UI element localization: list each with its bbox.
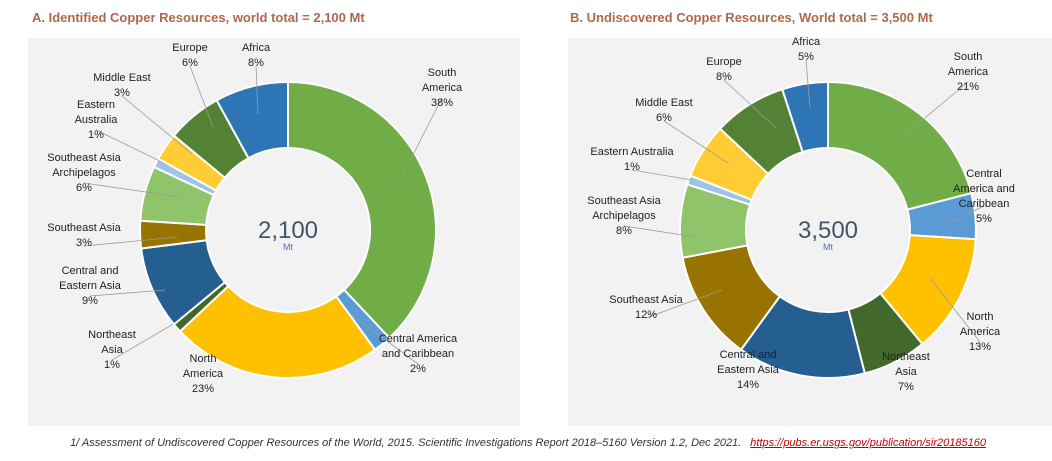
center-unit-identified: Mt (283, 242, 293, 252)
leader-line-identified-africa (255, 65, 259, 115)
chart-panel-identified: A. Identified Copper Resources, world to… (0, 0, 520, 430)
source-footnote: 1/ Assessment of Undiscovered Copper Res… (8, 437, 1048, 449)
leader-line-undiscovered-central-america-and-caribbean (939, 205, 985, 229)
data-label-identified-central-and-eastern-asia: Central and Eastern Asia 9% (59, 265, 122, 307)
data-label-identified-south-america: South America 38% (422, 67, 463, 109)
data-label-undiscovered-central-america-and-caribbean: Central America and Caribbean 5% (953, 168, 1015, 225)
center-unit-undiscovered: Mt (823, 242, 833, 252)
chart-title-identified: A. Identified Copper Resources, world to… (32, 10, 365, 25)
data-label-undiscovered-europe: Europe 8% (706, 56, 741, 83)
data-label-identified-europe: Europe 6% (172, 42, 207, 69)
center-total-undiscovered: 3,500 (798, 217, 858, 244)
leader-line-identified-central-america-and-caribbean (347, 311, 419, 365)
footnote-text: 1/ Assessment of Undiscovered Copper Res… (70, 437, 742, 449)
data-label-undiscovered-central-and-eastern-asia: Central and Eastern Asia 14% (717, 349, 780, 391)
leader-line-undiscovered-north-america (929, 277, 981, 343)
data-label-identified-eastern-australia: Eastern Australia 1% (75, 99, 119, 141)
leader-line-undiscovered-africa (805, 59, 811, 109)
data-label-undiscovered-north-america: North America 13% (960, 311, 1001, 353)
slice-identified-south-america (287, 80, 437, 340)
leader-line-identified-southeast-asia (83, 236, 179, 247)
leader-line-undiscovered-middle-east (663, 120, 729, 164)
leader-line-undiscovered-southeast-asia-archipelagos (623, 225, 697, 238)
slice-undiscovered-south-america (827, 80, 973, 211)
leader-line-identified-northeast-asia (111, 319, 181, 361)
leader-line-undiscovered-eastern-australia (631, 169, 693, 181)
data-label-identified-middle-east: Middle East 3% (93, 72, 150, 99)
data-label-undiscovered-middle-east: Middle East 6% (635, 97, 692, 124)
data-label-undiscovered-south-america: South America 21% (948, 51, 989, 93)
chart-panel-undiscovered: B. Undiscovered Copper Resources, World … (560, 0, 1052, 430)
data-label-identified-north-america: North America 23% (183, 353, 224, 395)
data-label-undiscovered-northeast-asia: Northeast Asia 7% (882, 351, 930, 393)
chart-title-undiscovered: B. Undiscovered Copper Resources, World … (570, 10, 933, 25)
leader-line-identified-southeast-asia-archipelagos (83, 182, 181, 198)
donut-chart-identified: South America 38% Central America and Caribb… (47, 42, 463, 395)
leader-line-identified-middle-east (121, 95, 193, 155)
leader-line-identified-south-america (394, 97, 443, 191)
data-label-undiscovered-africa: Africa 5% (792, 36, 821, 63)
data-label-identified-central-america-and-caribbean: Central America and Caribbean 2% (379, 333, 458, 375)
leader-line-undiscovered-europe (723, 79, 777, 129)
data-label-undiscovered-eastern-australia: Eastern Australia 1% (590, 146, 674, 173)
data-label-identified-africa: Africa 8% (242, 42, 271, 69)
leader-line-undiscovered-southeast-asia (645, 289, 723, 319)
data-label-identified-southeast-asia-archipelagos: Southeast Asia Archipelagos 6% (47, 152, 121, 194)
leader-line-identified-central-and-eastern-asia (89, 289, 166, 297)
leader-line-identified-eastern-australia (95, 129, 171, 167)
slice-identified-north-america (178, 284, 377, 379)
source-link[interactable]: https://pubs.er.usgs.gov/publication/sir… (750, 437, 986, 449)
data-label-undiscovered-southeast-asia-archipelagos: Southeast Asia Archipelagos 8% (587, 195, 661, 237)
data-label-undiscovered-southeast-asia: Southeast Asia 12% (609, 294, 683, 321)
slice-undiscovered-africa (781, 80, 829, 154)
data-label-identified-northeast-asia: Northeast Asia 1% (88, 329, 136, 371)
leader-line-undiscovered-south-america (901, 81, 969, 138)
slice-identified-africa (215, 80, 289, 160)
donut-chart-undiscovered: South America 21% Central America and Caribbe… (587, 36, 1015, 393)
center-total-identified: 2,100 (258, 217, 318, 244)
leader-line-identified-europe (189, 65, 214, 128)
data-label-identified-southeast-asia: Southeast Asia 3% (47, 222, 121, 249)
